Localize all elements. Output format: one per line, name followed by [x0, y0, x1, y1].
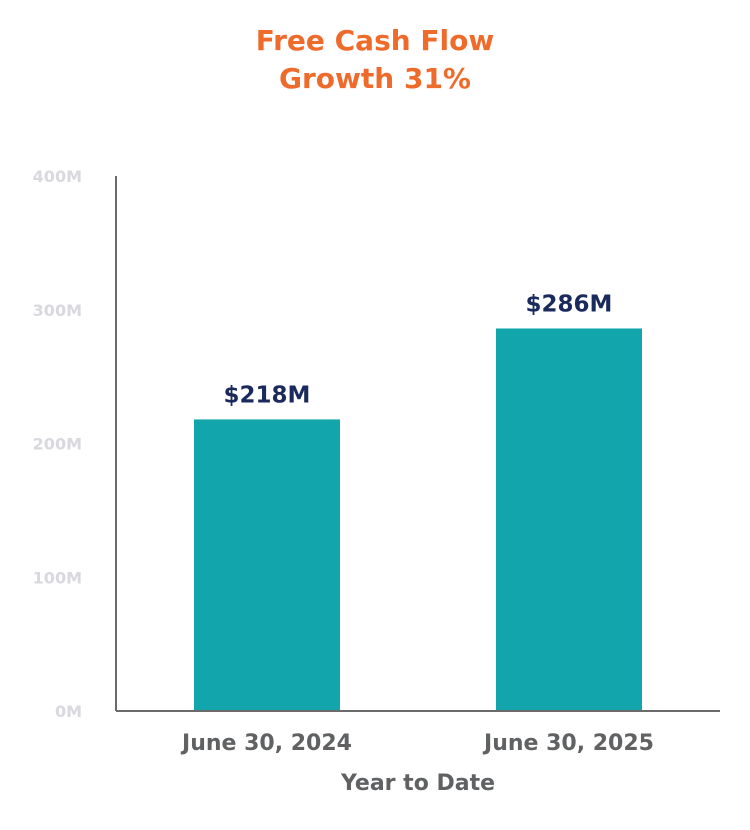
y-tick-label: 100M: [33, 568, 82, 587]
y-tick-label: 400M: [33, 167, 82, 186]
bar-data-label: $218M: [224, 382, 311, 408]
y-tick-label: 200M: [33, 435, 82, 454]
bars: [194, 328, 642, 711]
chart-title-line-1: Free Cash Flow: [255, 24, 495, 57]
bar-data-label: $286M: [526, 291, 613, 317]
chart-title: Free Cash Flow Growth 31%: [0, 22, 750, 98]
bar: [496, 328, 642, 711]
y-axis-ticks: 0M 100M 200M 300M 400M: [33, 167, 82, 721]
bar: [194, 419, 340, 711]
y-tick-label: 300M: [33, 301, 82, 320]
y-tick-label: 0M: [55, 702, 82, 721]
x-axis-title: Year to Date: [340, 771, 495, 796]
x-axis-category-labels: June 30, 2024 June 30, 2025: [180, 731, 654, 756]
x-category-label: June 30, 2024: [180, 731, 352, 756]
x-category-label: June 30, 2025: [482, 731, 654, 756]
data-labels: $218M $286M: [224, 291, 613, 408]
chart-title-line-2: Growth 31%: [279, 62, 471, 95]
